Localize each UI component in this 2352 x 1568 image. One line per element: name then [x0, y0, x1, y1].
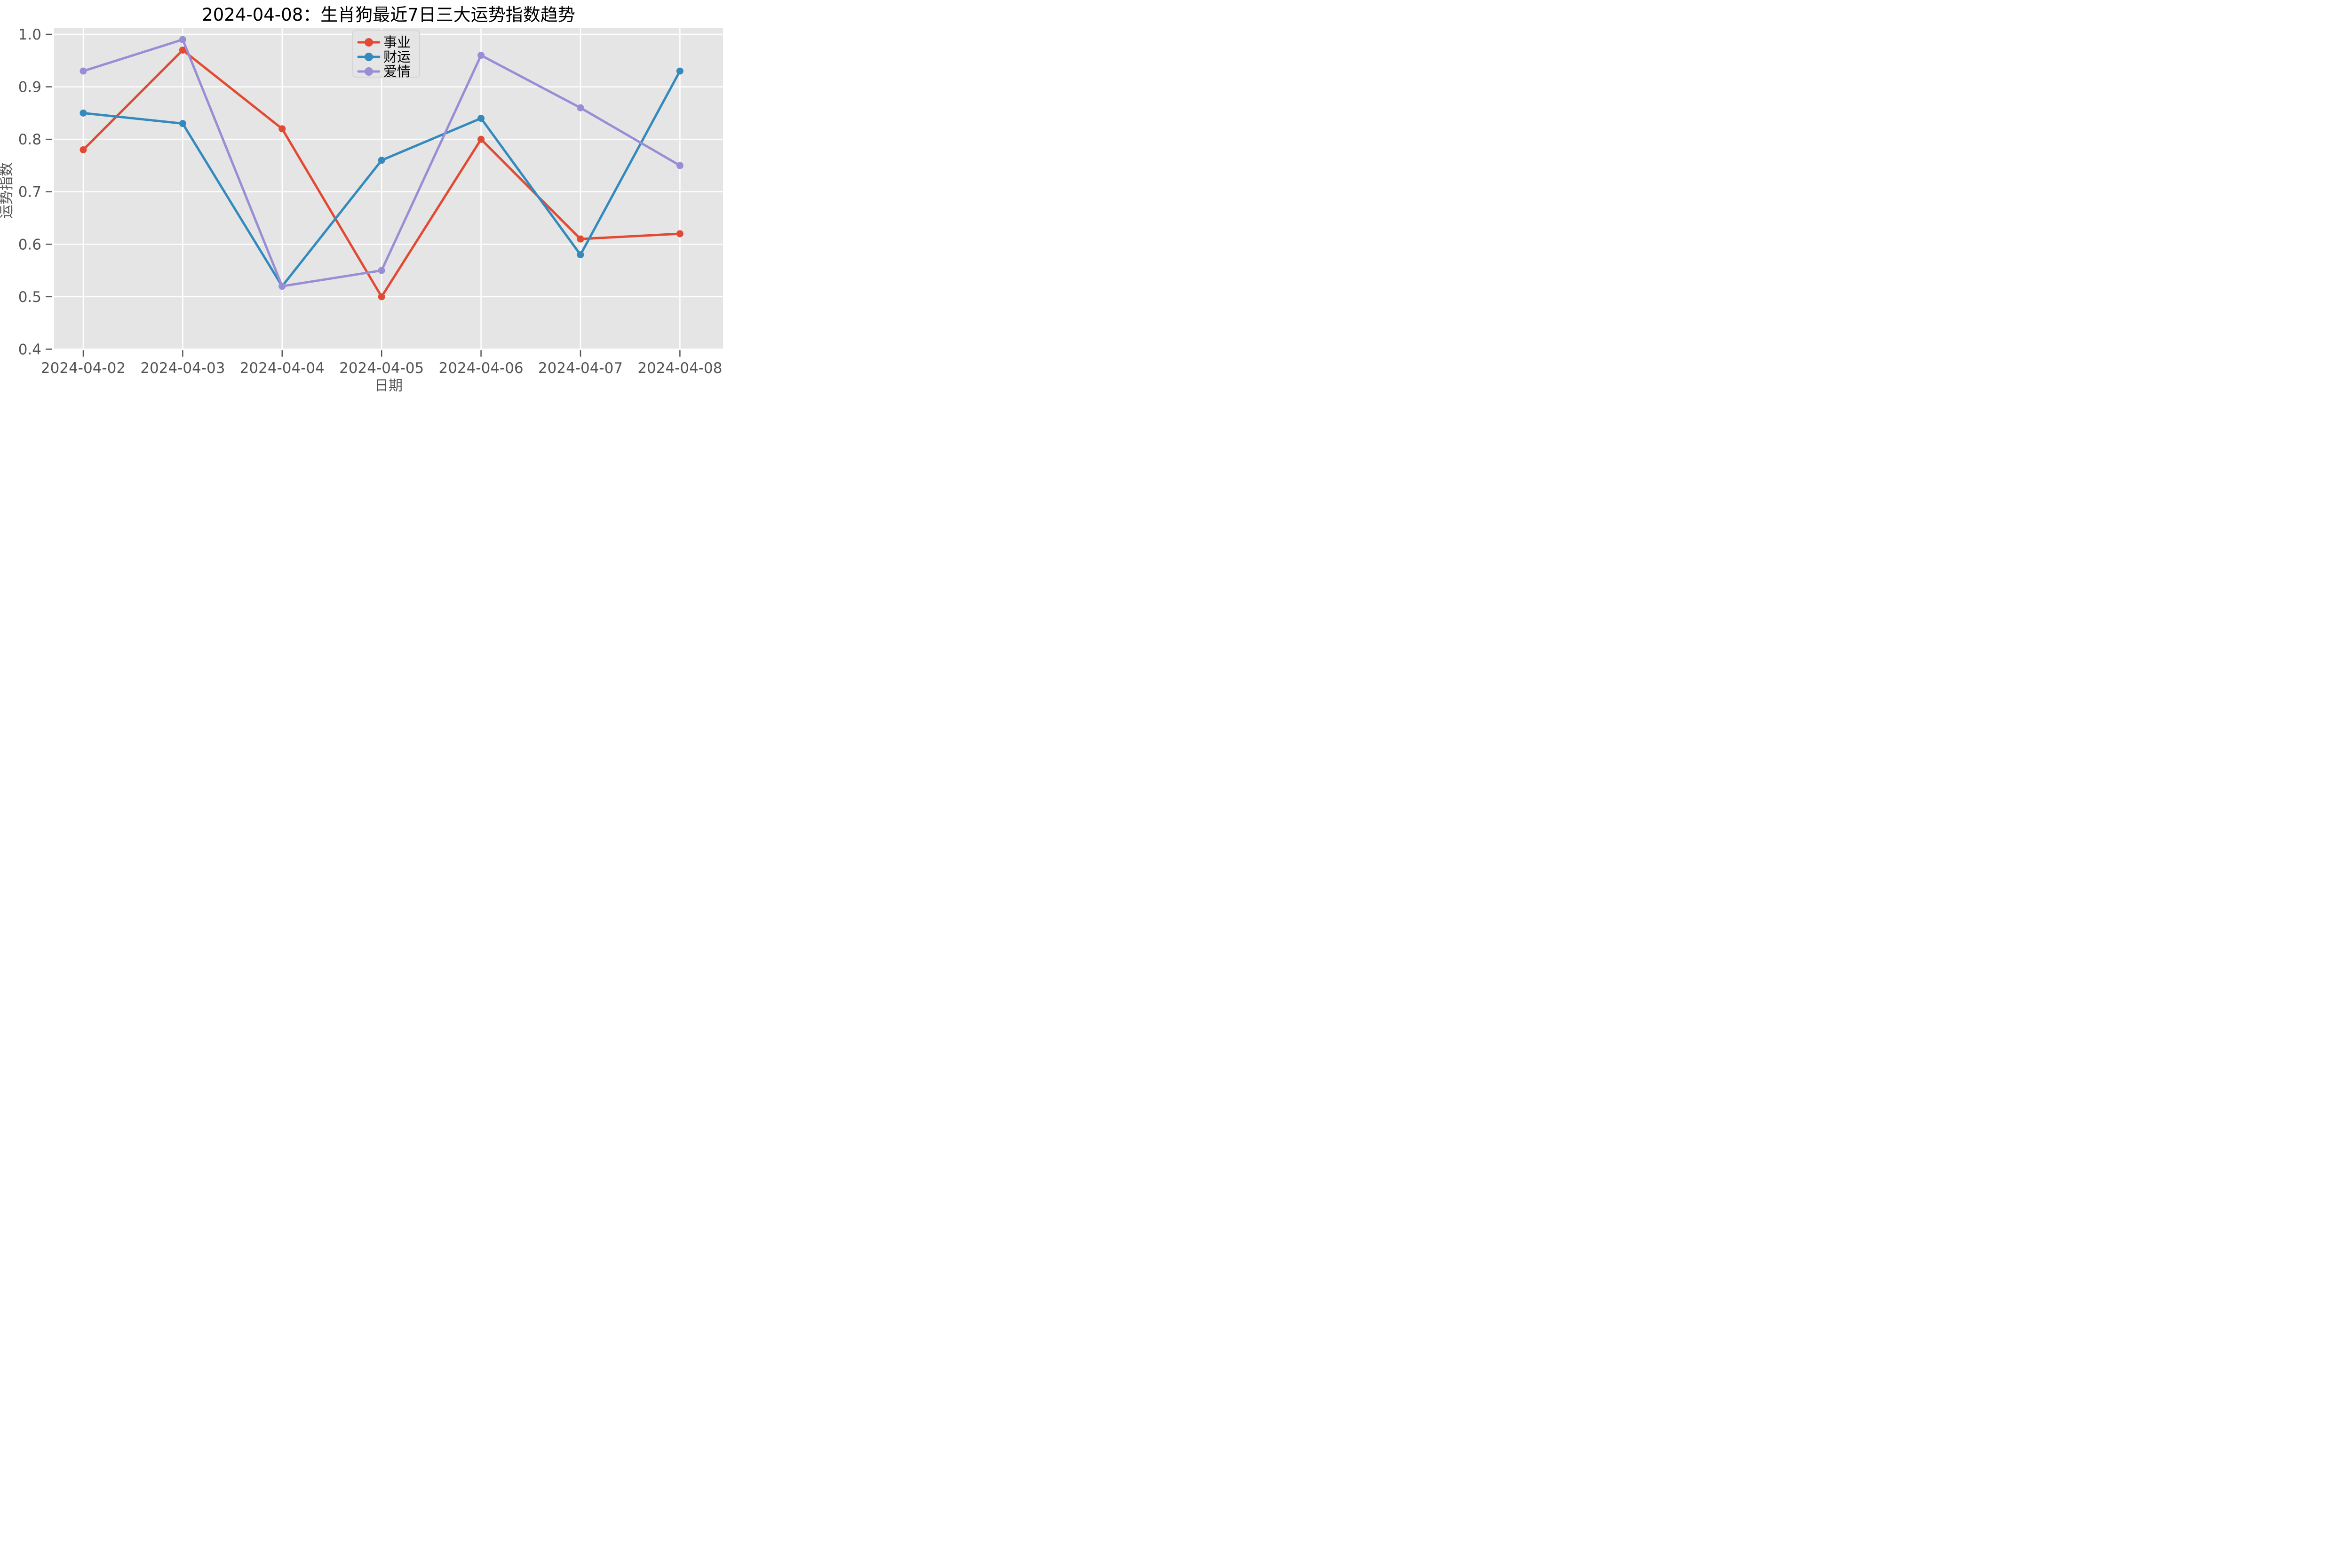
chart-title: 2024-04-08：生肖狗最近7日三大运势指数趋势 — [202, 5, 575, 25]
series-career-point — [577, 235, 584, 243]
series-career-point — [179, 46, 186, 54]
series-love-point — [278, 283, 286, 290]
legend-wealth-label: 财运 — [383, 49, 411, 65]
series-career-point — [79, 146, 87, 153]
legend-career-marker — [365, 38, 373, 47]
series-career-point — [378, 293, 385, 301]
y-tick-label: 0.4 — [18, 341, 41, 358]
series-wealth-point — [577, 251, 584, 259]
legend-item-love: 爱情 — [357, 63, 411, 79]
series-career-point — [278, 125, 286, 133]
series-love-point — [577, 104, 584, 111]
y-tick-label: 0.9 — [18, 79, 41, 96]
x-tick-label: 2024-04-07 — [538, 360, 623, 377]
x-tick-label: 2024-04-02 — [41, 360, 126, 377]
y-tick-label: 1.0 — [18, 26, 41, 43]
legend-love-marker — [365, 67, 373, 76]
legend-item-career: 事业 — [357, 34, 411, 50]
series-wealth-point — [477, 115, 485, 122]
series-wealth-point — [378, 157, 385, 164]
series-love-point — [79, 67, 87, 75]
x-tick-label: 2024-04-05 — [339, 360, 424, 377]
series-career-point — [477, 135, 485, 143]
series-love-point — [378, 267, 385, 274]
y-axis-label: 运势指数 — [0, 162, 15, 219]
x-axis-label: 日期 — [374, 378, 403, 392]
x-tick-label: 2024-04-04 — [240, 360, 325, 377]
x-tick-label: 2024-04-08 — [637, 360, 722, 377]
series-love-point — [179, 36, 186, 43]
series-love-point — [676, 162, 683, 169]
y-tick-label: 0.7 — [18, 184, 41, 201]
series-love-point — [477, 52, 485, 59]
x-tick-label: 2024-04-06 — [439, 360, 524, 377]
series-career-point — [676, 230, 683, 238]
series-wealth-point — [676, 67, 683, 75]
series-wealth-point — [179, 120, 186, 127]
y-tick-label: 0.6 — [18, 236, 41, 253]
legend-item-wealth: 财运 — [357, 49, 411, 65]
x-tick-label: 2024-04-03 — [140, 360, 225, 377]
y-tick-label: 0.8 — [18, 131, 41, 148]
legend: 事业 财运 爱情 — [352, 30, 420, 79]
plot-background — [54, 28, 723, 349]
legend-love-label: 爱情 — [383, 63, 411, 79]
figure: 1.0 0.9 0.8 0.7 0.6 0.5 0.4 2024-04-02 2024-04-0… — [0, 0, 729, 392]
y-tick-label: 0.5 — [18, 289, 41, 306]
series-wealth-point — [79, 109, 87, 117]
legend-career-label: 事业 — [383, 34, 411, 50]
legend-wealth-marker — [365, 53, 373, 61]
